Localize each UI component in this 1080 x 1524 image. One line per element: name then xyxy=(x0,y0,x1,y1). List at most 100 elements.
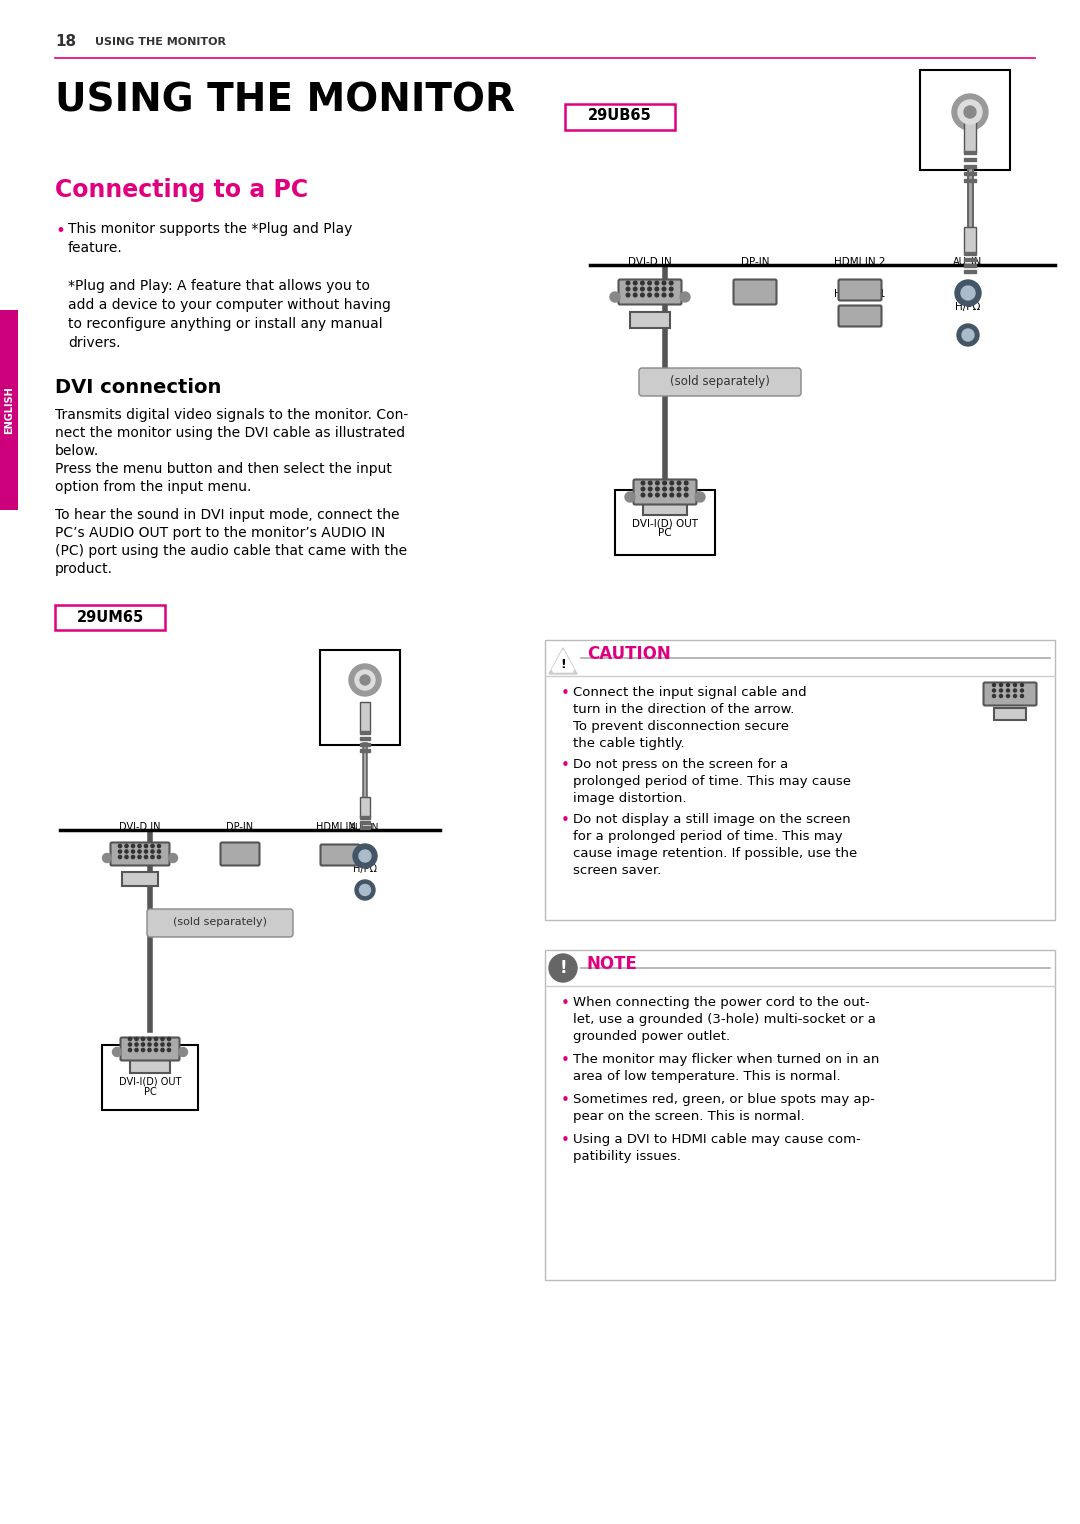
Bar xyxy=(964,270,976,273)
Bar xyxy=(964,172,976,175)
Text: DP-IN: DP-IN xyxy=(227,821,254,832)
Circle shape xyxy=(360,675,370,684)
Text: PC: PC xyxy=(948,84,961,94)
Text: the cable tightly.: the cable tightly. xyxy=(573,738,685,750)
Text: 29UM65: 29UM65 xyxy=(77,610,144,625)
Text: nect the monitor using the DVI cable as illustrated: nect the monitor using the DVI cable as … xyxy=(55,427,405,440)
Circle shape xyxy=(626,282,630,285)
Text: PC: PC xyxy=(340,664,352,674)
Text: let, use a grounded (3-hole) multi-socket or a: let, use a grounded (3-hole) multi-socke… xyxy=(573,1013,876,1026)
Text: DVI connection: DVI connection xyxy=(55,378,221,396)
Polygon shape xyxy=(549,648,577,674)
Text: 18: 18 xyxy=(55,35,76,49)
Text: patibility issues.: patibility issues. xyxy=(573,1151,681,1163)
Circle shape xyxy=(957,325,978,346)
Circle shape xyxy=(677,482,680,485)
Text: DVI-I(D) OUT: DVI-I(D) OUT xyxy=(632,518,698,527)
Bar xyxy=(964,114,976,152)
Circle shape xyxy=(626,287,630,291)
Circle shape xyxy=(112,1047,121,1056)
Circle shape xyxy=(677,494,680,497)
Circle shape xyxy=(648,293,651,297)
Circle shape xyxy=(642,488,645,491)
Circle shape xyxy=(670,293,673,297)
Circle shape xyxy=(119,850,122,853)
Text: AU: AU xyxy=(350,823,362,832)
Text: Using a DVI to HDMI cable may cause com-: Using a DVI to HDMI cable may cause com- xyxy=(573,1132,861,1146)
Text: Do not display a still image on the screen: Do not display a still image on the scre… xyxy=(573,812,851,826)
Text: pear on the screen. This is normal.: pear on the screen. This is normal. xyxy=(573,1109,805,1123)
Circle shape xyxy=(151,855,154,858)
Circle shape xyxy=(962,329,974,341)
Text: H/PΩ: H/PΩ xyxy=(956,302,981,312)
Circle shape xyxy=(141,1042,145,1045)
Circle shape xyxy=(1007,689,1010,692)
Circle shape xyxy=(129,1042,132,1045)
Circle shape xyxy=(132,844,135,847)
FancyBboxPatch shape xyxy=(639,367,801,396)
Text: !: ! xyxy=(561,658,566,672)
Text: to reconfigure anything or install any manual: to reconfigure anything or install any m… xyxy=(68,317,382,331)
Circle shape xyxy=(640,287,644,291)
Circle shape xyxy=(656,494,659,497)
Text: ENGLISH: ENGLISH xyxy=(4,386,14,434)
Circle shape xyxy=(167,1042,171,1045)
Text: add a device to your computer without having: add a device to your computer without ha… xyxy=(68,299,391,312)
Text: This monitor supports the *Plug and Play: This monitor supports the *Plug and Play xyxy=(68,223,352,236)
Circle shape xyxy=(125,855,129,858)
Circle shape xyxy=(993,732,1003,741)
Circle shape xyxy=(360,884,370,896)
Circle shape xyxy=(161,1038,164,1041)
Circle shape xyxy=(148,1049,151,1052)
Text: DVI-I(D) OUT: DVI-I(D) OUT xyxy=(119,1077,181,1087)
Circle shape xyxy=(138,850,141,853)
Circle shape xyxy=(958,101,982,123)
Text: Connect the input signal cable and: Connect the input signal cable and xyxy=(573,686,807,700)
Circle shape xyxy=(662,293,665,297)
FancyBboxPatch shape xyxy=(565,104,675,130)
Text: •: • xyxy=(561,997,570,1010)
Bar xyxy=(964,165,976,168)
Circle shape xyxy=(154,1038,158,1041)
Circle shape xyxy=(549,954,577,981)
Circle shape xyxy=(999,683,1002,686)
Text: IN: IN xyxy=(369,823,379,832)
Text: !: ! xyxy=(559,959,567,977)
Circle shape xyxy=(141,1038,145,1041)
Bar xyxy=(320,651,400,745)
Text: HDMI IN 2: HDMI IN 2 xyxy=(834,258,886,267)
Circle shape xyxy=(135,1042,138,1045)
Circle shape xyxy=(132,855,135,858)
Circle shape xyxy=(129,1049,132,1052)
Polygon shape xyxy=(553,652,573,672)
Circle shape xyxy=(633,293,637,297)
Bar xyxy=(920,70,1010,171)
Text: Connecting to a PC: Connecting to a PC xyxy=(55,178,308,203)
Circle shape xyxy=(648,488,652,491)
Bar xyxy=(964,264,976,267)
Circle shape xyxy=(696,492,705,501)
Text: DVI-D IN: DVI-D IN xyxy=(119,821,161,832)
Bar xyxy=(964,158,976,162)
Text: To hear the sound in DVI input mode, connect the: To hear the sound in DVI input mode, con… xyxy=(55,507,400,523)
Bar xyxy=(964,258,976,261)
Bar xyxy=(130,1058,170,1073)
Bar xyxy=(0,309,18,511)
Text: PC: PC xyxy=(144,1087,157,1097)
Circle shape xyxy=(625,492,635,501)
FancyBboxPatch shape xyxy=(619,279,681,305)
FancyBboxPatch shape xyxy=(545,949,1055,1280)
Bar xyxy=(630,312,670,328)
Text: (PC) port using the audio cable that came with the: (PC) port using the audio cable that cam… xyxy=(55,544,407,558)
Circle shape xyxy=(680,293,690,302)
Circle shape xyxy=(670,282,673,285)
Bar xyxy=(360,738,370,741)
Text: CAUTION: CAUTION xyxy=(588,645,671,663)
Circle shape xyxy=(353,844,377,869)
Circle shape xyxy=(670,494,674,497)
Circle shape xyxy=(993,695,996,698)
Circle shape xyxy=(654,287,659,291)
Circle shape xyxy=(633,282,637,285)
Text: USING THE MONITOR: USING THE MONITOR xyxy=(95,37,226,47)
Text: •: • xyxy=(561,1132,570,1148)
